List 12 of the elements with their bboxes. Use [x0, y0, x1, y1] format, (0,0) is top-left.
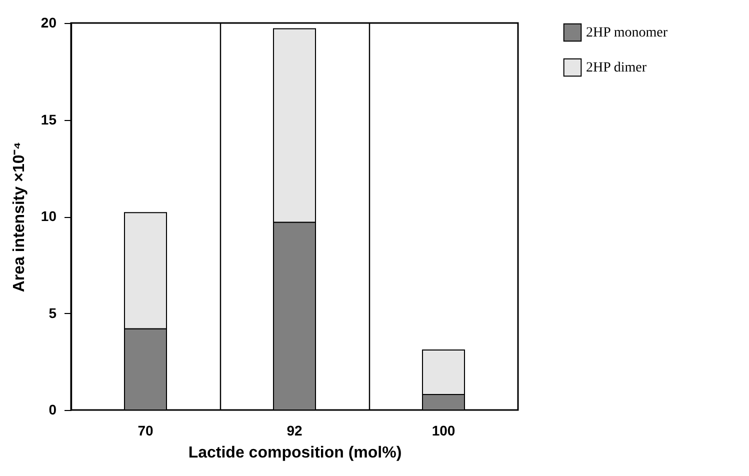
y-tick-label: 0 [48, 402, 57, 418]
x-tick-label: 92 [286, 422, 302, 438]
y-tick-label: 20 [40, 14, 57, 30]
x-axis-title: Lactide composition (mol%) [188, 444, 402, 462]
legend-label: 2HP monomer [586, 26, 668, 40]
x-tick-label: 70 [138, 422, 154, 438]
x-tick-label: 100 [432, 422, 456, 438]
y-tick-label: 15 [40, 111, 57, 128]
y-tick-label: 5 [48, 304, 57, 321]
legend-label: 2HP dimer [586, 60, 647, 76]
y-tick-label: 10 [40, 208, 57, 224]
y-axis-title: Area intensity ×10⁻⁴ [10, 142, 28, 292]
